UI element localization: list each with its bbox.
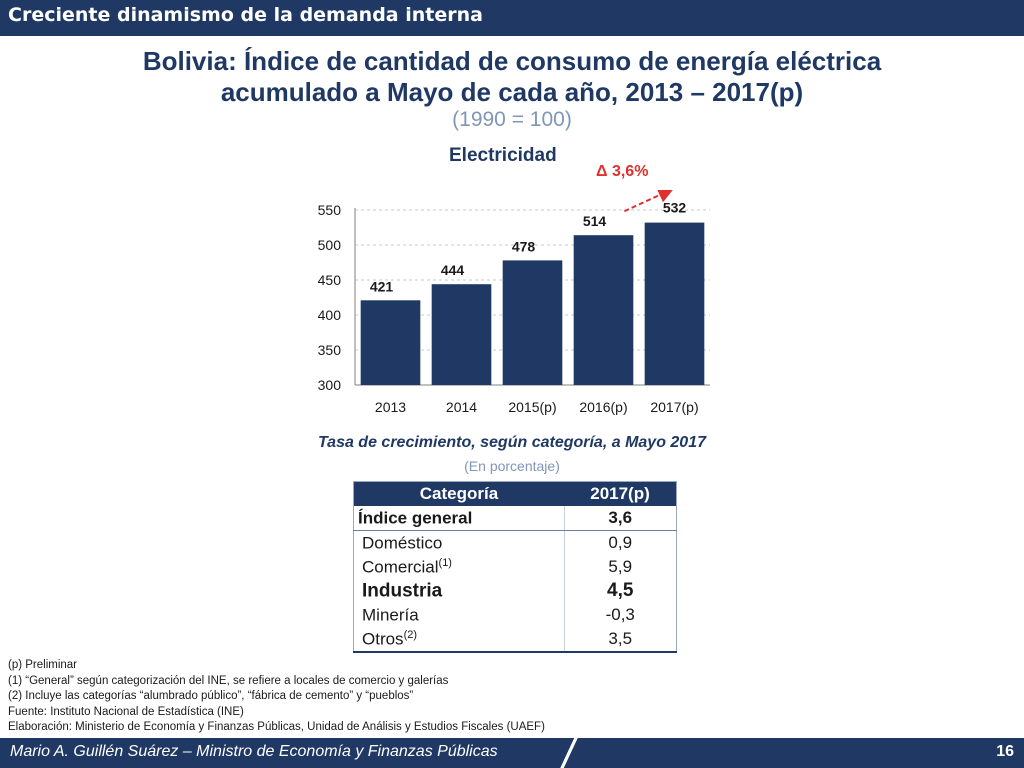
row-value: 5,9 [608, 557, 633, 576]
bar-value-label: 532 [663, 200, 687, 216]
header-bar: Creciente dinamismo de la demanda intern… [0, 0, 1024, 36]
row-footnote: (1) [438, 556, 452, 569]
row-category: Comercial [362, 557, 439, 577]
row-value: 4,5 [607, 580, 634, 601]
table-title: Tasa de crecimiento, según categoría, a … [317, 434, 706, 451]
bar [644, 222, 705, 385]
y-tick-label: 350 [318, 342, 342, 358]
bar-value-label: 444 [441, 262, 465, 278]
table-row: Otros(2) 3,5 [353, 627, 677, 653]
growth-annotation: Δ 3,6% [596, 163, 649, 180]
row-value: 3,6 [564, 506, 677, 531]
table-row: Comercial(1) 5,9 [353, 555, 677, 579]
footnote-line: (2) Incluye las categorías “alumbrado pú… [8, 690, 414, 702]
footnote-line: Elaboración: Ministerio de Economía y Fi… [8, 721, 545, 733]
bar-value-label: 514 [583, 213, 607, 229]
page-title-line2: acumulado a Mayo de cada año, 2013 – 201… [220, 77, 804, 107]
growth-table: Categoría 2017(p) Índice general 3,6 Dom… [353, 481, 677, 653]
row-category: Índice general [358, 508, 473, 528]
bar-value-label: 478 [512, 238, 536, 254]
x-tick-label: 2015(p) [508, 399, 556, 415]
y-tick-label: 550 [318, 202, 342, 218]
growth-arrow [623, 190, 675, 213]
row-category: Minería [362, 605, 419, 625]
row-footnote: (2) [403, 628, 418, 641]
footer-bar: Mario A. Guillén Suárez – Ministro de Ec… [0, 738, 1024, 768]
table-row: Industria 4,5 [353, 579, 677, 603]
y-tick-label: 500 [318, 237, 342, 253]
x-tick-label: 2013 [375, 399, 406, 415]
y-tick-label: 300 [318, 377, 342, 393]
header-title: Creciente dinamismo de la demanda intern… [8, 4, 483, 26]
row-value: 3,5 [564, 627, 677, 653]
row-value: -0,3 [605, 605, 635, 624]
chart-title: Electricidad [449, 145, 557, 166]
y-tick-label: 400 [318, 307, 342, 323]
table-header-category: Categoría [353, 481, 564, 506]
bar-value-label: 421 [370, 278, 394, 294]
bar [431, 284, 492, 385]
footer-author: Mario A. Guillén Suárez – Ministro de Ec… [10, 743, 498, 760]
bar [502, 260, 563, 385]
row-category: Doméstico [362, 533, 443, 553]
table-subtitle: (En porcentaje) [464, 458, 560, 474]
row-category: Industria [362, 580, 443, 602]
bar [360, 300, 421, 385]
page-number: 16 [996, 743, 1014, 760]
footnote-line: Fuente: Instituto Nacional de Estadístic… [8, 705, 244, 718]
footnote-line: (p) Preliminar [8, 659, 78, 671]
table-row: Índice general 3,6 [353, 506, 677, 531]
table-row: Doméstico 0,9 [353, 530, 677, 555]
y-tick-label: 450 [318, 272, 342, 288]
table-header-year: 2017(p) [564, 481, 677, 506]
footer-divider [560, 738, 578, 768]
base-year-label: (1990 = 100) [452, 108, 572, 131]
row-value: 0,9 [608, 533, 633, 552]
footnotes: (p) Preliminar (1) “General” según categ… [8, 658, 545, 736]
x-tick-label: 2014 [446, 399, 477, 415]
footnote-line: (1) “General” según categorización del I… [8, 674, 449, 687]
page-title-line1: Bolivia: Índice de cantidad de consumo d… [142, 46, 882, 76]
x-tick-label: 2017(p) [650, 399, 698, 415]
row-category: Otros [362, 629, 404, 649]
bar-chart: 550 500 450 400 350 300 421 2013 444 2014 478 2015(… [318, 190, 710, 415]
table-row: Minería -0,3 [353, 603, 677, 627]
x-tick-label: 2016(p) [579, 399, 627, 415]
bar [573, 235, 634, 385]
